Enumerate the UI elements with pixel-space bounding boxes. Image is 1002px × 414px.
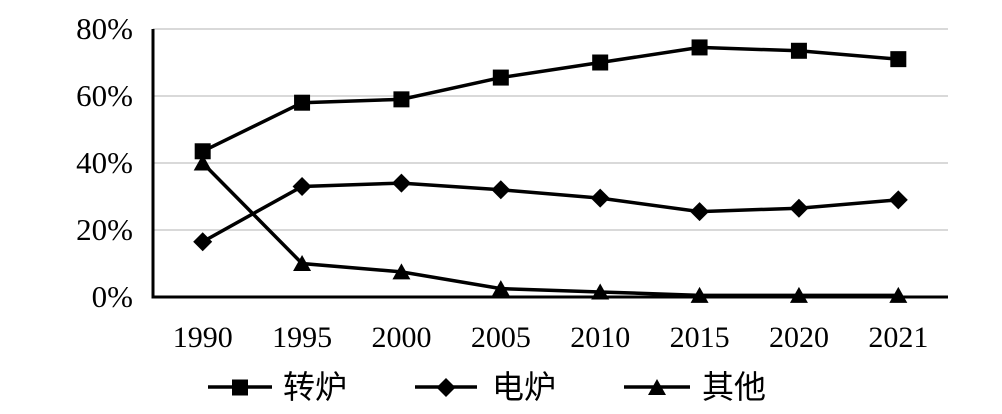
point-electric-furnace-2015-diamond-icon: [690, 202, 710, 222]
x-tick-label-2015: 2015: [670, 321, 730, 354]
legend-other-triangle-icon: [648, 379, 666, 395]
point-electric-furnace-2005-diamond-icon: [491, 180, 511, 200]
point-converter-furnace-2010-square-icon: [592, 54, 609, 71]
series-line-electric-furnace: [201, 181, 899, 244]
point-converter-furnace-2000-square-icon: [393, 91, 410, 108]
point-electric-furnace-2020-diamond-icon: [789, 198, 809, 218]
point-other-2015-triangle-icon: [690, 286, 709, 303]
y-tick-label-80: 80%: [76, 11, 133, 46]
legend-electric-furnace-diamond-icon: [436, 378, 456, 397]
series-line-converter-furnace: [201, 45, 899, 153]
x-tick-label-2010: 2010: [570, 321, 630, 354]
legend-label-converter-furnace: 转炉: [283, 369, 347, 405]
point-electric-furnace-2010-diamond-icon: [590, 188, 610, 208]
point-converter-furnace-1995-square-icon: [294, 94, 311, 111]
legend-label-other: 其他: [702, 369, 766, 405]
y-tick-label-0: 0%: [92, 279, 133, 314]
point-converter-furnace-2021-square-icon: [890, 51, 907, 68]
x-tick-label-2005: 2005: [471, 321, 531, 354]
x-tick-label-1990: 1990: [173, 321, 233, 354]
point-electric-furnace-1995-diamond-icon: [292, 176, 312, 196]
point-other-2021-triangle-icon: [889, 286, 908, 303]
x-tick-label-2020: 2020: [769, 321, 829, 354]
point-electric-furnace-2021-diamond-icon: [888, 190, 908, 210]
point-electric-furnace-2000-diamond-icon: [391, 173, 411, 193]
point-converter-furnace-1990-square-icon: [194, 143, 211, 160]
point-converter-furnace-2020-square-icon: [790, 42, 807, 59]
point-electric-furnace-1990-diamond-icon: [193, 232, 213, 252]
point-other-1995-triangle-icon: [293, 255, 312, 271]
y-tick-label-20: 20%: [76, 212, 133, 247]
legend-converter-furnace-square-icon: [232, 379, 248, 396]
point-other-1990-triangle-icon: [193, 154, 212, 171]
point-converter-furnace-2015-square-icon: [691, 39, 708, 56]
legend-label-electric-furnace: 电炉: [492, 369, 556, 405]
x-tick-label-1995: 1995: [272, 321, 332, 354]
y-tick-label-60: 60%: [76, 78, 133, 113]
point-converter-furnace-2005-square-icon: [492, 69, 509, 86]
series-line-other: [201, 161, 899, 298]
point-other-2020-triangle-icon: [789, 286, 808, 303]
point-other-2010-triangle-icon: [591, 283, 610, 300]
point-other-2000-triangle-icon: [392, 263, 411, 280]
point-other-2005-triangle-icon: [491, 280, 510, 297]
x-tick-label-2000: 2000: [371, 321, 431, 354]
y-tick-label-40: 40%: [76, 145, 133, 180]
x-tick-label-2021: 2021: [868, 321, 928, 354]
